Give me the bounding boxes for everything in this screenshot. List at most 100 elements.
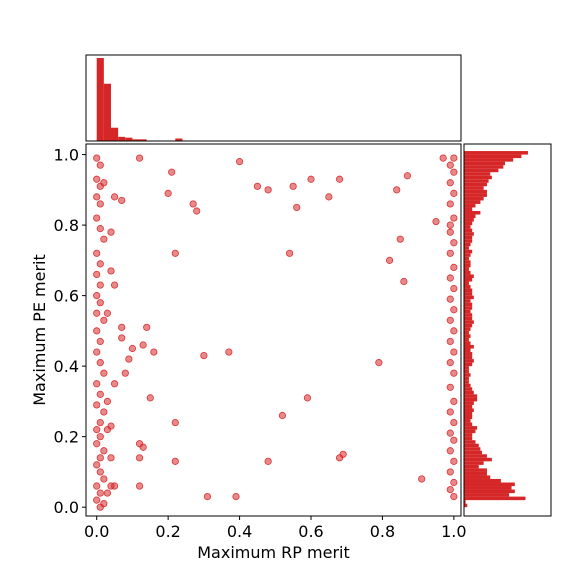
- right-hist-bar: [464, 369, 469, 374]
- scatter-point: [189, 200, 197, 208]
- scatter-point: [446, 408, 454, 416]
- scatter-point: [96, 433, 104, 441]
- x-axis-ticks: 0.0 0.2 0.4 0.6 0.8 1.0: [84, 516, 467, 541]
- right-hist-bar: [464, 161, 505, 166]
- right-hist-bar: [464, 461, 484, 465]
- right-hist-bar: [464, 327, 471, 331]
- x-tick-label: 0.2: [155, 522, 180, 541]
- right-histogram-frame: [463, 143, 552, 517]
- right-hist-bar: [464, 200, 481, 204]
- right-hist-bar: [464, 443, 479, 448]
- right-hist-bar: [464, 440, 476, 444]
- x-tick-label: 0.8: [370, 522, 395, 541]
- right-hist-bar: [464, 380, 469, 384]
- right-hist-bar: [464, 302, 473, 307]
- right-hist-bar: [464, 478, 501, 483]
- scatter-point: [100, 408, 108, 416]
- right-hist-bar: [464, 383, 471, 388]
- scatter-point: [100, 235, 108, 243]
- top-histogram-frame: [85, 54, 462, 142]
- scatter-point: [96, 299, 104, 307]
- scatter-point: [278, 411, 287, 420]
- scatter-point: [253, 182, 262, 190]
- scatter-point: [96, 200, 104, 208]
- scatter-point: [432, 217, 440, 226]
- right-hist-bar: [464, 203, 476, 208]
- scatter-point: [375, 359, 383, 367]
- scatter-point: [446, 337, 454, 346]
- scatter-point: [118, 196, 126, 205]
- right-hist-bar: [464, 334, 471, 338]
- scatter-point: [96, 418, 104, 427]
- scatter-point: [93, 440, 101, 448]
- right-hist-bar: [464, 408, 474, 412]
- scatter-point: [93, 175, 101, 183]
- scatter-point: [93, 401, 101, 409]
- right-hist-bar: [464, 376, 469, 381]
- right-hist-bar: [464, 415, 473, 420]
- y-tick-label: 0.0: [54, 498, 79, 517]
- scatter-point: [107, 267, 115, 275]
- right-hist-bar: [464, 288, 473, 293]
- right-hist-bar: [464, 218, 474, 222]
- y-axis-label: Maximum PE merit: [30, 254, 49, 406]
- x-tick-label: 0.6: [298, 522, 323, 541]
- scatter-point: [96, 281, 104, 289]
- scatter-point: [107, 228, 115, 236]
- right-hist-bar: [464, 471, 487, 476]
- scatter-point: [396, 235, 404, 243]
- x-axis-label: Maximum RP merit: [197, 543, 350, 562]
- right-hist-bar: [464, 299, 471, 303]
- right-hist-bar: [464, 196, 484, 201]
- scatter-point: [135, 482, 144, 490]
- right-hist-bar: [464, 267, 469, 271]
- scatter-point: [96, 260, 104, 268]
- right-hist-bar: [464, 337, 469, 342]
- scatter-point: [146, 394, 154, 402]
- scatter-point: [96, 454, 104, 462]
- right-hist-bar: [464, 397, 478, 402]
- scatter-point: [103, 489, 112, 497]
- scatter-point: [307, 175, 315, 183]
- scatter-point: [393, 186, 401, 194]
- scatter-point: [450, 327, 458, 335]
- right-hist-bar: [464, 426, 478, 430]
- right-hist-bar: [464, 503, 468, 508]
- top-hist-bar: [103, 83, 111, 141]
- right-hist-bar: [464, 214, 476, 219]
- right-hist-bar: [464, 186, 484, 190]
- right-hist-bar: [464, 313, 473, 317]
- scatter-point: [93, 348, 101, 356]
- right-hist-bar: [464, 486, 512, 490]
- scatter-point: [93, 426, 101, 434]
- scatter-point: [450, 189, 458, 197]
- scatter-point: [103, 309, 112, 317]
- top-hist-bar: [118, 136, 126, 141]
- right-hist-bar: [464, 447, 481, 451]
- scatter-point: [325, 193, 333, 201]
- right-hist-bar: [464, 464, 479, 469]
- scatter-point: [450, 457, 458, 465]
- scatter-point: [450, 154, 458, 162]
- scatter-point: [339, 450, 347, 458]
- right-hist-bar: [464, 207, 473, 211]
- right-hist-bar: [464, 433, 473, 437]
- scatter-point: [107, 454, 115, 462]
- scatter-point: [446, 179, 454, 187]
- scatter-point: [171, 457, 179, 465]
- scatter-point: [93, 496, 101, 504]
- scatter-point: [450, 239, 458, 247]
- x-tick-label: 0.0: [84, 522, 109, 541]
- scatter-point: [446, 383, 454, 391]
- right-hist-bar: [464, 454, 487, 458]
- scatter-point: [110, 380, 119, 388]
- scatter-point: [93, 309, 101, 317]
- scatter-point: [93, 249, 101, 257]
- scatter-point: [93, 461, 101, 469]
- right-hist-bar: [464, 496, 526, 501]
- right-marginal-histogram: [464, 151, 528, 508]
- right-hist-bar: [464, 277, 473, 282]
- y-tick-label: 1.0: [54, 146, 79, 165]
- right-hist-bar: [464, 232, 474, 236]
- scatter-point: [446, 228, 454, 236]
